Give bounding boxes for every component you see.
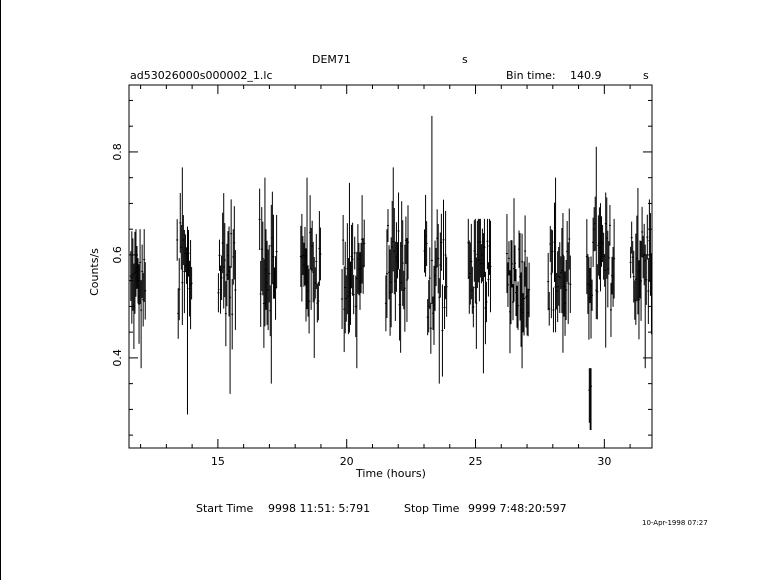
x-tick-label: 15 bbox=[211, 455, 225, 468]
bin-time-label: Bin time: bbox=[506, 69, 556, 82]
x-tick-label: 20 bbox=[340, 455, 354, 468]
x-tick-label: 30 bbox=[597, 455, 611, 468]
y-tick-label: 0.8 bbox=[111, 143, 124, 161]
bin-time-value: 140.9 bbox=[570, 69, 602, 82]
object-name: DEM71 bbox=[312, 53, 351, 66]
window-edge bbox=[0, 0, 1, 580]
start-time-value: 9998 11:51: 5:791 bbox=[268, 502, 371, 515]
x-tick-label: 25 bbox=[469, 455, 483, 468]
object-suffix: s bbox=[462, 53, 468, 66]
plot-frame bbox=[128, 84, 653, 449]
stop-time-value: 9999 7:48:20:597 bbox=[468, 502, 567, 515]
stop-time-label: Stop Time bbox=[404, 502, 460, 515]
plot-date: 10-Apr-1998 07:27 bbox=[642, 519, 708, 527]
start-time-label: Start Time bbox=[196, 502, 254, 515]
y-tick-label: 0.4 bbox=[111, 349, 124, 367]
x-axis-label: Time (hours) bbox=[355, 467, 426, 480]
bin-time-unit: s bbox=[643, 69, 649, 82]
y-tick-label: 0.6 bbox=[111, 246, 124, 264]
y-axis-label: Counts/s bbox=[88, 248, 101, 296]
file-name: ad53026000s000002_1.lc bbox=[130, 69, 273, 82]
